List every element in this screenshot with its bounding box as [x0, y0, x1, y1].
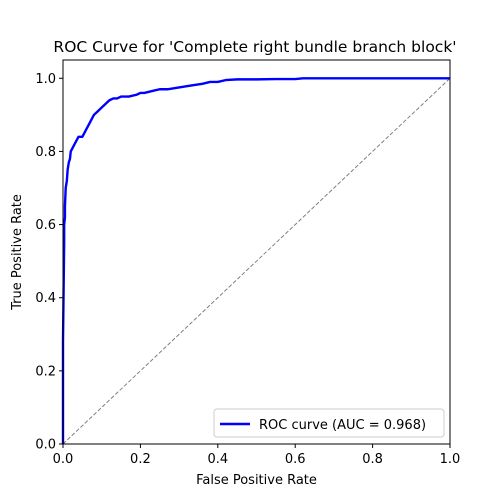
- y-tick-label: 0.6: [35, 218, 56, 233]
- y-tick-label: 0.8: [35, 145, 56, 160]
- legend-box: [213, 408, 445, 438]
- x-tick-label: 0.2: [130, 452, 151, 467]
- roc-curve-line: [61, 77, 450, 444]
- y-axis-ticks: 0.0 0.2 0.4 0.6 0.8 1.0: [35, 72, 63, 453]
- chart-title: ROC Curve for 'Complete right bundle bra…: [53, 38, 456, 56]
- series-layer: [61, 77, 451, 445]
- y-tick-label: 1.0: [35, 72, 56, 87]
- y-tick-label: 0.2: [35, 364, 56, 379]
- legend-label-roc: ROC curve (AUC = 0.968): [259, 418, 426, 433]
- y-tick-label: 0.4: [35, 291, 56, 306]
- x-tick-label: 0.4: [207, 452, 228, 467]
- x-tick-label: 0.8: [362, 452, 383, 467]
- x-tick-label: 0.0: [53, 452, 74, 467]
- x-axis-ticks: 0.0 0.2 0.4 0.6 0.8 1.0: [53, 444, 461, 467]
- x-axis-label: False Positive Rate: [196, 473, 317, 488]
- y-axis-label: True Positive Rate: [10, 194, 25, 311]
- x-tick-label: 1.0: [440, 452, 461, 467]
- plot-area: [63, 60, 450, 444]
- x-tick-label: 0.6: [285, 452, 306, 467]
- legend: ROC curve (AUC = 0.968): [213, 408, 445, 438]
- plot-frame: [62, 59, 451, 445]
- chance-diagonal-line: [62, 77, 451, 445]
- y-tick-label: 0.0: [35, 438, 56, 453]
